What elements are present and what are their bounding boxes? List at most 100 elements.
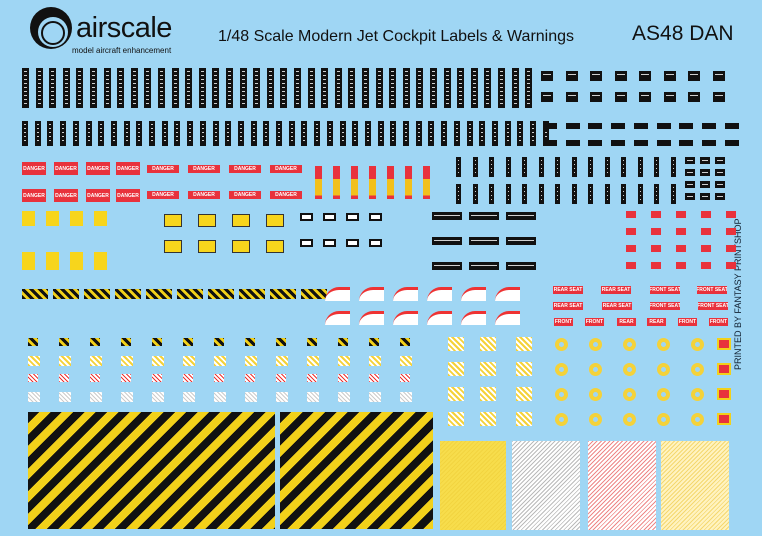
switch-plate-decal xyxy=(679,140,694,146)
placard-strip-decal xyxy=(362,68,369,108)
danger-decal: DANGER xyxy=(229,191,261,199)
warning-tab-decal xyxy=(626,262,636,269)
placard-strip-decal xyxy=(250,121,257,146)
hazard-square-decal xyxy=(276,338,286,346)
placard-strip-decal xyxy=(479,121,486,146)
warning-tab-decal xyxy=(726,245,736,252)
canopy-wedge-decal xyxy=(359,311,384,325)
ejection-warning-decal xyxy=(717,338,731,350)
placard-strip-decal xyxy=(212,68,220,108)
yellow-box-decal xyxy=(164,214,182,227)
placard-strip-decal xyxy=(60,121,67,146)
ring-decal xyxy=(589,338,602,351)
hazard-square-decal xyxy=(448,362,464,376)
hazard-square-decal xyxy=(369,374,379,382)
yellow-box-decal xyxy=(266,240,284,253)
danger-decal: DANGER xyxy=(270,191,302,199)
switch-plate-decal xyxy=(614,92,627,102)
warning-tab-decal xyxy=(651,228,661,235)
seat-label-decal: FRONT xyxy=(678,318,697,326)
seat-label-decal: FRONT SEAT xyxy=(650,286,680,294)
danger-decal: DANGER xyxy=(147,165,179,173)
placard-strip-decal xyxy=(276,121,282,146)
instrument-label-decal xyxy=(506,212,536,220)
instrument-label-decal xyxy=(432,212,462,220)
ring-decal xyxy=(623,363,636,376)
ring-decal xyxy=(589,413,602,426)
placard-strip-decal xyxy=(103,68,111,108)
placard-strip-decal xyxy=(428,121,435,146)
yellow-box-decal xyxy=(232,240,250,253)
placard-strip-decal xyxy=(35,68,43,108)
hazard-square-decal xyxy=(90,356,102,366)
placard-strip-decal xyxy=(571,184,577,204)
hazard-square-decal xyxy=(28,356,40,366)
placard-strip-decal xyxy=(505,184,511,204)
switch-plate-decal xyxy=(541,92,553,102)
seat-label-decal: FRONT xyxy=(585,318,604,326)
hazard-square-decal xyxy=(400,356,412,366)
warning-tab-decal xyxy=(676,245,686,252)
placard-strip-decal xyxy=(62,68,70,108)
switch-plate-decal xyxy=(633,123,648,129)
hazard-strip-decal xyxy=(351,166,358,199)
yellow-box-decal xyxy=(198,240,216,253)
placard-strip-decal xyxy=(456,157,461,177)
placard-strip-decal xyxy=(470,68,478,108)
placard-strip-decal xyxy=(430,68,437,108)
placard-strip-decal xyxy=(76,68,84,108)
ring-decal xyxy=(691,413,704,426)
bracket-decal xyxy=(516,412,532,426)
switch-plate-decal xyxy=(712,71,725,81)
placard-strip-decal xyxy=(377,121,384,146)
placard-strip-decal xyxy=(466,121,473,146)
switch-plate-decal xyxy=(688,92,700,102)
hazard-square-decal xyxy=(369,338,379,346)
placard-strip-decal xyxy=(538,184,544,204)
hazard-square-decal xyxy=(245,392,257,402)
instrument-label-decal xyxy=(432,237,462,245)
hazard-square-decal xyxy=(448,412,464,426)
canopy-wedge-decal xyxy=(427,287,452,301)
seat-label-decal: REAR xyxy=(647,318,666,326)
hazard-strip-decal xyxy=(387,166,394,199)
switch-plate-decal xyxy=(639,92,651,102)
seat-label-decal: FRONT xyxy=(709,318,728,326)
hazard-square-decal xyxy=(369,356,381,366)
switch-plate-decal xyxy=(712,92,725,102)
danger-decal: DANGER xyxy=(86,162,110,175)
switch-plate-decal xyxy=(685,181,695,188)
warning-tab-decal xyxy=(676,228,686,235)
warning-tab-decal xyxy=(676,211,686,218)
hazard-square-decal xyxy=(28,392,40,402)
placard-strip-decal xyxy=(484,68,492,108)
placard-strip-decal xyxy=(457,68,465,108)
instrument-label-decal xyxy=(506,237,536,245)
hazard-stripe-decal xyxy=(177,289,203,299)
hazard-square-decal xyxy=(90,338,100,346)
warning-tab-decal xyxy=(726,228,736,235)
warning-tab-decal xyxy=(701,211,711,218)
placard-strip-decal xyxy=(34,121,41,146)
yellow-placard-decal xyxy=(22,252,35,270)
ring-decal xyxy=(657,413,670,426)
hazard-square-decal xyxy=(245,356,257,366)
ring-decal xyxy=(657,363,670,376)
placard-strip-decal xyxy=(174,121,181,146)
placard-strip-decal xyxy=(171,68,179,108)
seat-label-decal: REAR SEAT xyxy=(553,286,583,294)
placard-strip-decal xyxy=(402,68,410,108)
switch-plate-decal xyxy=(588,140,603,146)
hazard-stripe-decal xyxy=(146,289,172,299)
ring-decal xyxy=(691,338,704,351)
canopy-wedge-decal xyxy=(495,287,520,301)
switch-plate-decal xyxy=(700,181,710,188)
switch-plate-decal xyxy=(724,140,739,146)
hazard-panel-black-yellow xyxy=(280,412,433,529)
placard-strip-decal xyxy=(441,121,448,146)
yellow-placard-decal xyxy=(94,252,107,270)
placard-strip-decal xyxy=(637,157,643,177)
placard-strip-decal xyxy=(389,68,397,108)
placard-strip-decal xyxy=(199,121,206,146)
hazard-square-decal xyxy=(214,356,226,366)
